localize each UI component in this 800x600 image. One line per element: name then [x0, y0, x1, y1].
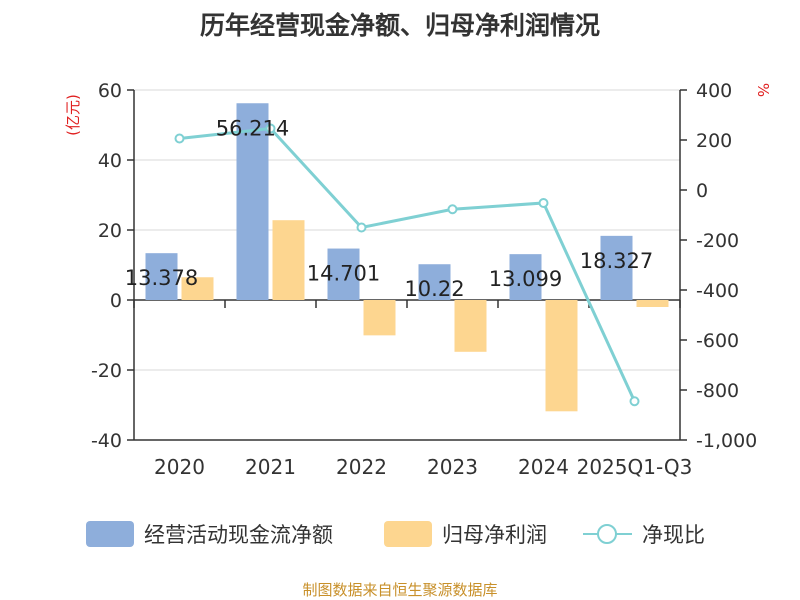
bar-operating-cash — [600, 235, 633, 300]
bar-net-profit — [363, 300, 396, 336]
legend-swatch-net-profit — [384, 521, 432, 547]
legend-marker-ratio — [597, 524, 617, 544]
legend: 经营活动现金流净额 归母净利润 净现比 — [86, 521, 705, 547]
right-axis-tick-label: -200 — [696, 230, 739, 252]
legend-item-operating-cash[interactable]: 经营活动现金流净额 — [86, 521, 333, 547]
right-axis-tick-label: 0 — [696, 180, 708, 202]
x-axis-label: 2025Q1-Q3 — [577, 455, 693, 479]
x-axis-label: 2022 — [336, 455, 387, 479]
left-axis-tick-label: 40 — [98, 150, 122, 172]
bars — [145, 103, 669, 412]
bar-operating-cash — [145, 253, 178, 300]
ratio-point — [356, 222, 367, 233]
x-axis-label: 2023 — [427, 455, 478, 479]
right-axis-tick-label: -1,000 — [696, 430, 757, 452]
source-note: 制图数据来自恒生聚源数据库 — [302, 581, 497, 599]
ratio-point — [629, 396, 640, 407]
right-axis-tick-label: -600 — [696, 330, 739, 352]
ratio-point — [174, 133, 185, 144]
left-axis-tick-label: 0 — [110, 290, 122, 312]
right-axis-tick-label: 400 — [696, 80, 732, 102]
left-axis-unit: (亿元) — [64, 94, 82, 136]
left-axis-tick-label: -40 — [91, 430, 122, 452]
left-axis-tick-label: 20 — [98, 220, 122, 242]
bar-operating-cash — [236, 103, 269, 300]
chart-title: 历年经营现金净额、归母净利润情况 — [200, 11, 600, 40]
data-label: 10.22 — [404, 277, 464, 301]
bar-operating-cash — [509, 254, 542, 300]
legend-label-net-profit: 归母净利润 — [442, 523, 547, 547]
bar-net-profit — [272, 220, 305, 300]
legend-item-net-profit[interactable]: 归母净利润 — [384, 521, 547, 547]
data-label: 18.327 — [580, 249, 653, 273]
data-label: 13.378 — [125, 266, 198, 290]
x-axis-label: 2021 — [245, 455, 296, 479]
left-axis-tick-label: -20 — [91, 360, 122, 382]
ratio-point — [538, 198, 549, 208]
right-axis-tick-label: -400 — [696, 280, 739, 302]
legend-item-ratio[interactable]: 净现比 — [583, 523, 705, 547]
data-label: 14.701 — [307, 262, 380, 286]
right-axis-tick-label: -800 — [696, 380, 739, 402]
ratio-line — [174, 123, 640, 407]
ratio-point — [265, 123, 276, 134]
bar-net-profit — [545, 300, 578, 412]
tick-labels: 6040200-20-404002000-200-400-600-800-1,0… — [91, 80, 757, 479]
ratio-point — [447, 204, 458, 215]
data-labels: 13.378 56.214 14.701 10.22 13.099 18.327 — [125, 116, 653, 301]
data-label: 56.214 — [216, 116, 289, 140]
left-axis-tick-label: 60 — [98, 80, 122, 102]
x-axis-label: 2020 — [154, 455, 205, 479]
legend-swatch-operating-cash — [86, 521, 134, 547]
data-label: 13.099 — [489, 267, 562, 291]
ratio-line-path — [179, 126, 636, 402]
bar-net-profit — [636, 300, 669, 307]
x-axis-label: 2024 — [518, 455, 569, 479]
bar-operating-cash — [327, 248, 360, 300]
right-axis-tick-label: 200 — [696, 130, 732, 152]
bar-net-profit — [454, 300, 487, 352]
bar-operating-cash — [418, 264, 451, 300]
bar-net-profit — [181, 277, 214, 300]
right-axis-unit: % — [754, 83, 772, 97]
legend-label-operating-cash: 经营活动现金流净额 — [144, 523, 333, 547]
legend-label-ratio: 净现比 — [642, 523, 705, 547]
